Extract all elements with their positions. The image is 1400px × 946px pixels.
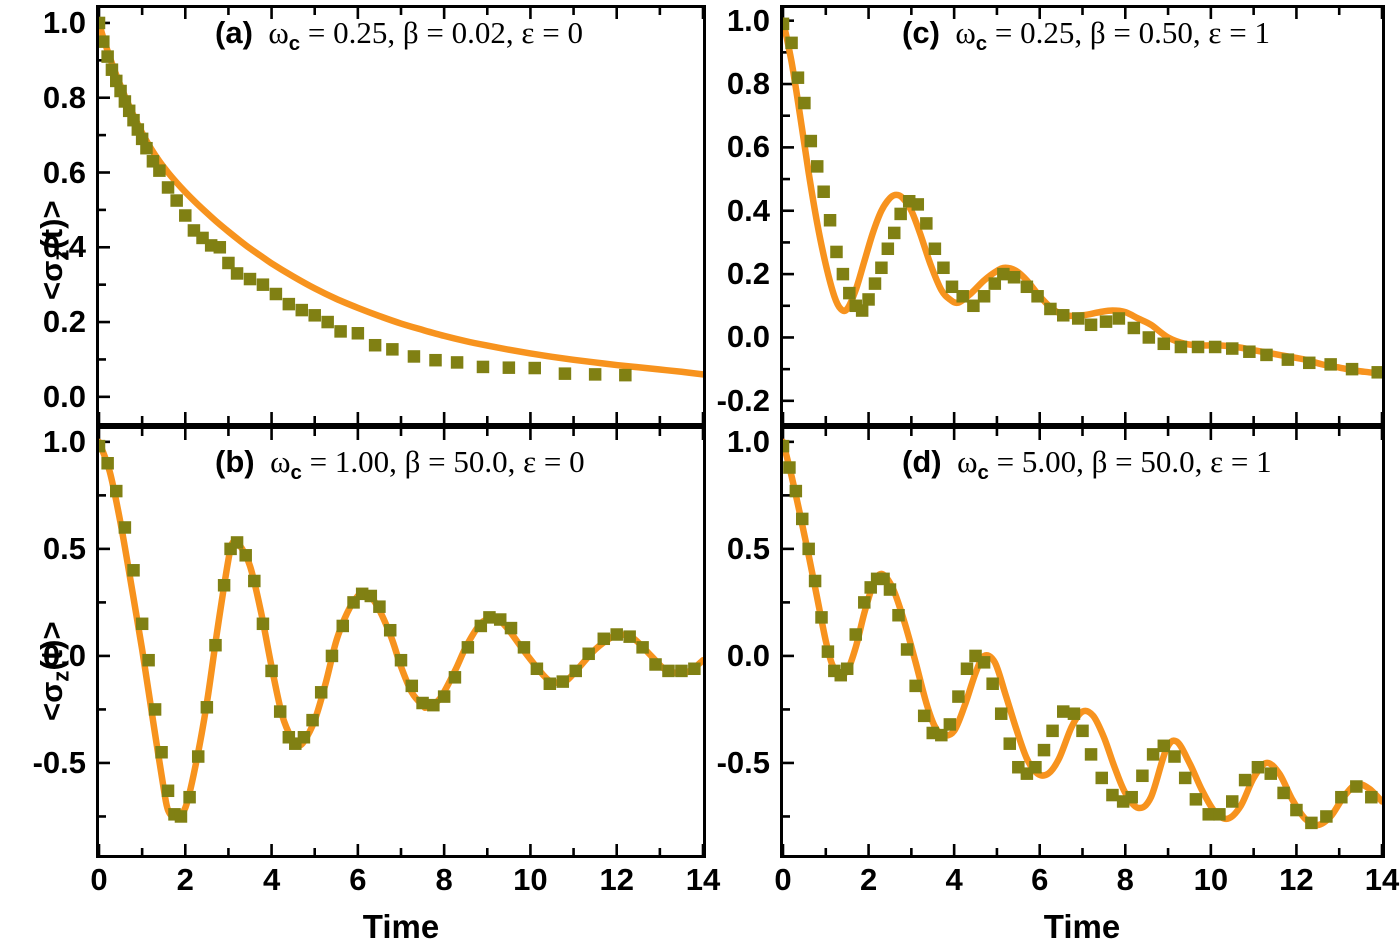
ytick-label: 1.0 [42,423,86,459]
ytick-label: 0.6 [726,129,770,165]
xtick-label: 0 [90,862,108,897]
ytick-label: 0.5 [726,530,770,566]
xtick-label: 6 [1031,862,1049,897]
xtick-label: 6 [349,862,367,897]
ytick-label: 0.0 [42,378,86,414]
ytick-label: 1.0 [42,4,86,40]
xtick-label: 2 [859,862,878,897]
panel-a-title: (a) ωc = 0.25, β = 0.02, ε = 0 [215,17,583,55]
ytick-label: 0.8 [726,66,770,102]
ytick-label: -0.5 [716,744,770,780]
panel-a-omega-sub: c [288,32,301,56]
xtick-label: 8 [435,862,453,897]
xtick-label: 10 [1193,862,1229,897]
y-title-subscript-b: z [48,670,74,682]
panel-d-x-axis-title: Time [1043,908,1121,945]
panel-d-beta-value: 50.0 [1140,444,1195,479]
panel-b-params: ωc = 1.00, β = 50.0, ε = 0 [262,444,585,485]
simulation-markers [99,16,632,382]
ytick-label: 0.4 [42,229,86,265]
panel-a: (a) ωc = 0.25, β = 0.02, ε = 0 0.0 0.2 0.4… [0,0,706,426]
ytick-label: 0.5 [42,530,86,566]
panel-c-params: ωc = 0.25, β = 0.50, ε = 1 [947,15,1270,56]
simulation-markers [783,439,1378,830]
panel-c: (c) ωc = 0.25, β = 0.50, ε = 1 -0.2 0.0 0.… [706,0,1400,426]
panel-b-beta-value: 50.0 [453,444,508,479]
panel-d-omega-value: 5.00 [1021,444,1077,479]
ytick-label: -0.5 [32,744,86,780]
panel-d-params: ωc = 5.00, β = 50.0, ε = 1 [949,444,1272,485]
panel-d-epsilon-value: 1 [1256,444,1272,479]
ytick-label: 1.0 [726,423,770,459]
theory-curve [99,19,703,378]
ytick-label: 0.0 [726,637,770,673]
panel-c-title: (c) ωc = 0.25, β = 0.50, ε = 1 [902,17,1270,55]
panel-a-epsilon-value: 0 [567,15,583,50]
xtick-label: 8 [1116,862,1134,897]
theory-curve [783,438,1382,829]
xtick-label: 14 [1364,862,1400,897]
xtick-label: 4 [945,862,963,897]
ytick-label: 0.2 [42,304,86,340]
plot-area-a [96,5,706,426]
xtick-label: 10 [513,862,548,897]
panel-d-tag: (d) [902,444,942,479]
panel-b-omega-sub: c [290,461,302,485]
panel-c-omega-sub: c [975,32,988,56]
panel-a-tag: (a) [215,15,253,50]
panel-b-y-axis-title: <σz(t)> [34,621,74,721]
xtick-label: 12 [1279,862,1314,897]
panel-b-epsilon-value: 0 [569,444,585,479]
panel-b-omega-value: 1.00 [334,444,390,479]
plot-area-d [780,426,1385,858]
panel-d-omega-sub: c [977,461,989,485]
panel-a-y-axis-title: <σz(t)> [34,200,74,300]
ytick-label: 0.6 [42,154,86,190]
simulation-markers [99,439,701,823]
xtick-label: 12 [599,862,634,897]
plot-area-c [780,5,1385,426]
xtick-label: 4 [262,862,281,897]
xtick-label: 14 [685,862,721,897]
ytick-label: 1.0 [726,2,770,38]
ytick-label: 0.2 [726,256,770,292]
ytick-label: 0.0 [42,637,86,673]
panel-d: (d) ωc = 5.00, β = 50.0, ε = 1 -0.5 0.0 0.… [706,426,1400,946]
panel-c-tag: (c) [902,15,940,50]
panel-a-beta-value: 0.02 [451,15,506,50]
panel-d-title: (d) ωc = 5.00, β = 50.0, ε = 1 [902,446,1272,484]
ytick-label: 0.8 [42,79,86,115]
panel-b-title: (b) ωc = 1.00, β = 50.0, ε = 0 [215,446,585,484]
panel-b-tag: (b) [215,444,255,479]
panel-b-x-axis-title: Time [362,908,440,945]
panel-c-beta-value: 0.50 [1138,15,1193,50]
plot-area-b [96,426,706,858]
ytick-label: -0.2 [716,382,770,418]
xtick-label: 2 [176,862,194,897]
panel-a-params: ωc = 0.25, β = 0.02, ε = 0 [260,15,583,56]
panel-b: (b) ωc = 1.00, β = 50.0, ε = 0 -0.5 0.0 0.… [0,423,721,946]
panel-c-omega-value: 0.25 [1020,15,1075,50]
y-title-subscript: z [48,249,74,261]
panel-c-epsilon-value: 1 [1254,15,1270,50]
xtick-label: 0 [774,862,792,897]
ytick-label: 0.4 [726,192,770,228]
simulation-markers [783,17,1382,379]
ytick-label: 0.0 [726,319,770,355]
panel-a-omega-value: 0.25 [333,15,388,50]
